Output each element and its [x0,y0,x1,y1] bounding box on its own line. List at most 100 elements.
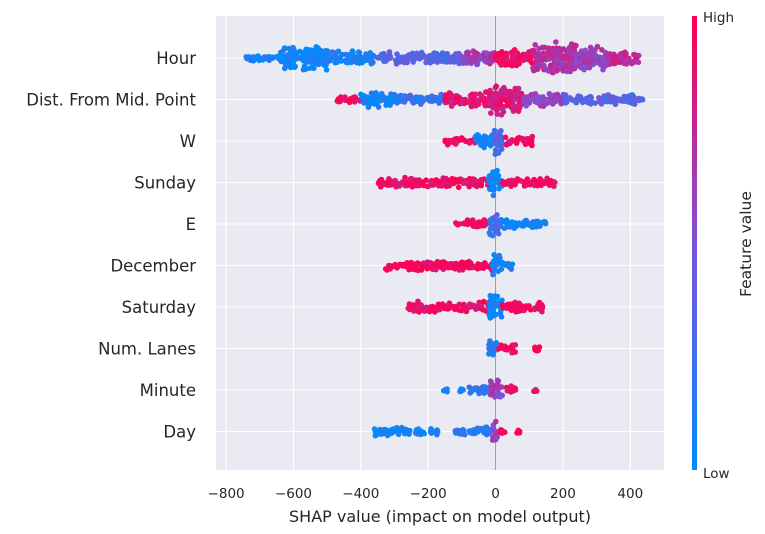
shap-point [494,258,500,265]
shap-point [581,52,587,59]
shap-point [498,266,505,273]
feature-label: Hour [156,49,196,68]
shap-point [378,181,384,188]
shap-point [446,92,453,98]
shap-point [491,301,498,307]
shap-point [635,52,642,59]
shap-point [498,112,505,118]
shap-point [480,427,487,434]
feature-label: W [180,132,196,151]
shap-point [473,387,480,393]
shap-point [495,230,502,237]
shap-point [287,61,293,67]
shap-point [472,430,478,437]
shap-point [507,223,513,229]
shap-point [560,91,567,98]
colorbar-low-label: Low [703,466,730,482]
shap-point [581,59,588,65]
shap-point [527,220,534,227]
shap-point [490,232,496,239]
shap-point [522,179,529,186]
shap-point [385,179,391,185]
shap-point [461,221,468,227]
feature-row-minute [440,377,540,400]
feature-row-december [382,252,516,278]
shap-point [532,220,538,227]
shap-point [573,99,579,105]
shap-point [538,177,545,184]
shap-point [405,428,411,434]
shap-point [559,47,565,53]
shap-point [486,95,493,102]
shap-point [564,68,570,75]
feature-label: Saturday [122,298,197,317]
shap-point [468,260,474,267]
shap-point [354,58,361,64]
shap-point [554,67,560,74]
shap-point [324,59,331,65]
shap-point [433,428,439,435]
shap-point [424,95,430,101]
shap-point [399,263,406,269]
shap-point [443,138,450,145]
shap-point [570,44,576,51]
shap-point [303,46,309,53]
shap-point [281,54,288,61]
shap-point [463,55,469,62]
shap-point [415,426,422,432]
shap-point [552,179,558,186]
shap-point [300,51,307,58]
shap-point [628,60,635,67]
shap-point [434,59,441,65]
shap-point [440,266,447,273]
shap-point [606,54,612,61]
shap-point [538,96,545,102]
shap-point [379,53,386,59]
shap-point [323,67,330,73]
shap-point [340,96,347,103]
shap-point [543,52,550,59]
shap-point [490,105,497,111]
shap-point [439,303,446,310]
shap-point [420,430,426,437]
x-tick-label: 0 [491,486,500,502]
shap-point [531,176,537,183]
shap-point [391,262,397,269]
x-tick-label: −400 [342,486,379,502]
shap-point [544,97,550,104]
shap-point [474,135,481,141]
shap-point [410,304,417,310]
shap-point [456,267,463,273]
shap-point [266,57,273,63]
shap-point [531,66,537,73]
shap-point [352,96,358,103]
shap-point [449,137,455,144]
shap-point [467,220,473,226]
shap-point [468,302,475,308]
shap-point [588,98,595,105]
feature-row-sunday [375,167,558,199]
shap-point [346,55,352,61]
shap-point [431,304,437,311]
shap-point [490,351,496,358]
shap-point [635,59,642,66]
shap-point [494,167,500,174]
shap-point [515,136,522,143]
shap-point [599,55,606,62]
shap-point [477,302,484,309]
shap-point [468,388,475,395]
shap-point [280,48,287,54]
x-tick-label: −600 [275,486,312,502]
shap-point [412,430,419,436]
colorbar-high-label: High [703,10,734,26]
shap-point [612,60,618,67]
shap-point [542,219,548,225]
shap-point [555,47,561,54]
shap-point [469,93,476,100]
shap-point [501,303,507,310]
shap-point [466,98,472,105]
shap-point [261,54,268,60]
feature-label: December [110,257,196,276]
shap-point [428,179,434,186]
shap-point [492,382,499,389]
